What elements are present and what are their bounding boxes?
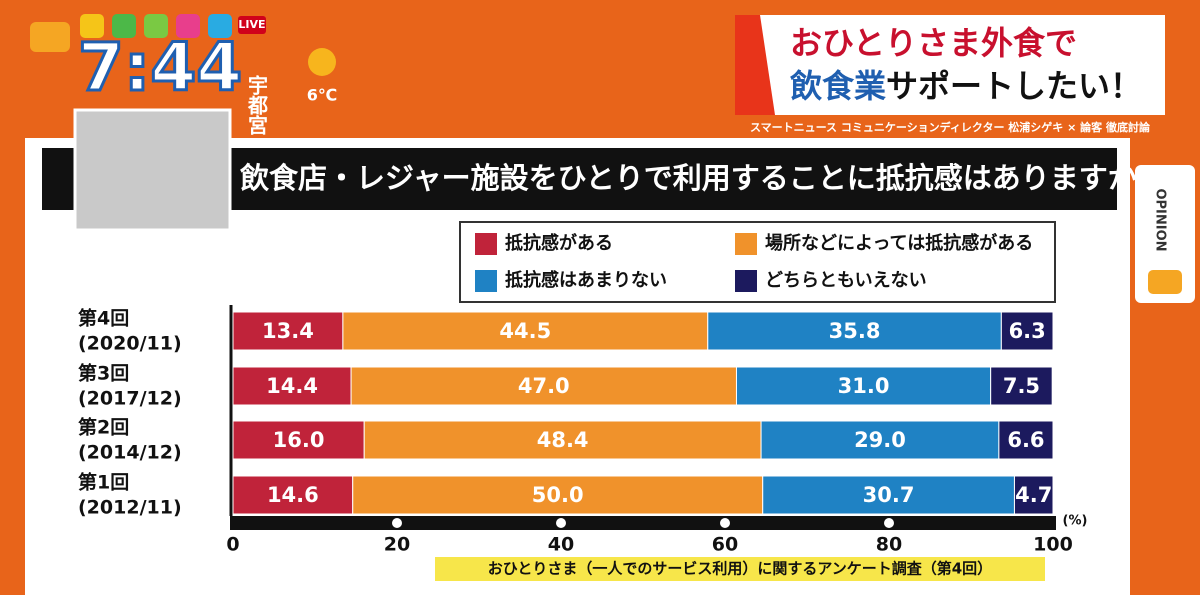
category-period: (2014/12) (78, 442, 182, 464)
weather-icon (308, 48, 336, 76)
unit-label: (%) (1063, 514, 1088, 529)
value-label: 47.0 (518, 374, 570, 398)
x-tick-label: 0 (226, 534, 239, 556)
value-label: 30.7 (863, 483, 915, 507)
legend-label: 抵抗感はあまりない (505, 269, 667, 291)
value-label: 29.0 (854, 428, 906, 452)
bar-segment (350, 366, 737, 406)
chart-title: Q. 飲食店・レジャー施設をひとりで利用することに抵抗感はありますか？ (194, 161, 1165, 195)
tick-dot (556, 518, 566, 528)
legend-swatch (475, 233, 497, 255)
legend-swatch (735, 270, 757, 292)
headline-line2: 飲食業サポートしたい！ (790, 67, 1142, 105)
category-period: (2020/11) (78, 333, 182, 355)
headline-line1: おひとりさま外食で (790, 24, 1077, 62)
bar-segment (735, 366, 992, 406)
x-tick-label: 100 (1033, 534, 1073, 556)
x-tick-label: 60 (712, 534, 738, 556)
value-label: 35.8 (829, 319, 881, 343)
value-label: 14.4 (266, 374, 318, 398)
headline-accent (735, 15, 775, 115)
headline-accent-text: 飲食業 (790, 67, 886, 105)
bar-segment (762, 475, 1015, 515)
value-label: 16.0 (273, 428, 325, 452)
value-label: 6.3 (1009, 319, 1046, 343)
bar-segment (232, 475, 354, 515)
legend-label: 場所などによっては抵抗感がある (765, 232, 1033, 254)
source: おひとりさま（一人でのサービス利用）に関するアンケート調査（第4回） (488, 560, 992, 578)
presenter-video (73, 108, 232, 232)
value-label: 4.7 (1015, 483, 1052, 507)
location: 宇都宮 (245, 74, 269, 136)
bar-segment (990, 366, 1053, 406)
bar-segment (998, 420, 1054, 460)
value-label: 6.6 (1007, 428, 1044, 452)
value-label: 31.0 (838, 374, 890, 398)
value-label: 14.6 (267, 483, 319, 507)
x-tick-label: 80 (876, 534, 902, 556)
subline: スマートニュース コミュニケーションディレクター 松浦シゲキ × 論客 徹底討論 (750, 120, 1151, 134)
headline-box (735, 15, 1165, 115)
bar-segment (707, 311, 1002, 351)
bar-segment (352, 475, 764, 515)
bar-segment (1013, 475, 1054, 515)
legend-swatch (735, 233, 757, 255)
chat-icon[interactable] (1148, 270, 1182, 294)
x-axis (230, 516, 1056, 530)
bar-segment (760, 420, 1000, 460)
app-icons (30, 14, 266, 52)
category-label: 第3回 (78, 362, 129, 385)
source-box (435, 557, 1045, 581)
bar-segment (1000, 311, 1054, 351)
bar-segment (232, 311, 344, 351)
temperature: 6℃ (307, 86, 338, 105)
clock: 7:44 (78, 29, 242, 106)
category-period: (2017/12) (78, 388, 182, 410)
value-label: 48.4 (537, 428, 589, 452)
legend (459, 221, 1056, 303)
bar-segment (232, 420, 365, 460)
category-label: 第2回 (78, 416, 129, 439)
headline-rest: サポートしたい！ (886, 67, 1142, 105)
legend-label: 抵抗感がある (505, 232, 613, 254)
legend-label: どちらともいえない (765, 270, 927, 291)
live-badge: LIVE (238, 18, 265, 31)
value-label: 50.0 (532, 483, 584, 507)
x-tick-label: 40 (548, 534, 574, 556)
value-label: 44.5 (499, 319, 551, 343)
side-tab-label[interactable]: OPINION (1153, 188, 1168, 251)
x-tick-label: 20 (384, 534, 410, 556)
category-period: (2012/11) (78, 497, 182, 519)
tick-dot (720, 518, 730, 528)
tick-dot (884, 518, 894, 528)
category-label: 第4回 (78, 307, 129, 330)
value-label: 13.4 (262, 319, 314, 343)
side-tab[interactable] (1135, 165, 1195, 303)
category-label: 第1回 (78, 471, 129, 494)
bar-segment (363, 420, 762, 460)
tick-dot (392, 518, 402, 528)
value-label: 7.5 (1003, 374, 1040, 398)
legend-swatch (475, 270, 497, 292)
bar-segment (232, 366, 352, 406)
